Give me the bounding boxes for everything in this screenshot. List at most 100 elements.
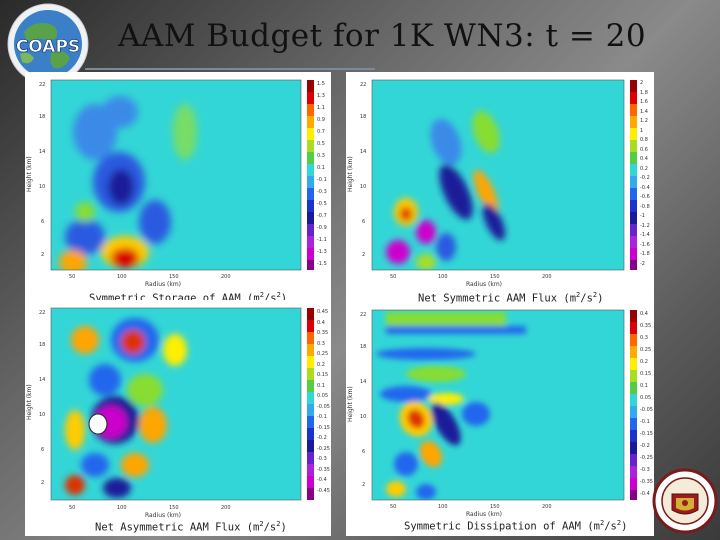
y-tick: 14 (360, 149, 366, 155)
panel-caption-symmetric-dissipation: Symmetric Dissipation of AAM (m2/s2) (404, 519, 628, 533)
colorbar-tick: 1 (640, 128, 643, 134)
x-tick: 100 (117, 274, 127, 280)
colorbar-tick: -0.1 (317, 414, 327, 420)
panel-symmetric-dissipation: 0.4 0.35 0.3 0.25 0.2 0.15 0.1 0.05 -0.0… (346, 304, 654, 536)
panel-caption-net-asymmetric-flux: Net Asymmetric AAM Flux (m2/s2) (95, 520, 287, 534)
y-tick: 14 (39, 377, 45, 383)
x-axis-label: Radius (km) (466, 281, 502, 288)
x-tick: 100 (438, 504, 448, 510)
panel-net-asymmetric-flux: 0.45 0.4 0.35 0.3 0.25 0.2 0.15 0.1 0.05… (25, 300, 331, 536)
y-tick: 6 (41, 219, 44, 225)
colorbar-tick: -0.1 (317, 177, 327, 183)
colorbar-tick: 0.25 (640, 347, 651, 353)
y-axis-symmetric-storage: 22 18 14 10 6 2 Height (km) (26, 82, 45, 258)
colorbar-tick: 0.9 (317, 117, 325, 123)
contour-plot-net-asymmetric-flux: 0.45 0.4 0.35 0.3 0.25 0.2 0.15 0.1 0.05… (26, 307, 330, 519)
colorbar-tick: 1.2 (640, 118, 648, 124)
colorbar-tick: 0.8 (640, 137, 648, 143)
colorbar-tick: 1.5 (317, 81, 325, 87)
x-tick: 50 (69, 274, 75, 280)
y-tick: 10 (39, 412, 45, 418)
y-tick: 2 (362, 482, 365, 488)
y-tick: 10 (39, 184, 45, 190)
y-axis-symmetric-dissipation: 22 18 14 10 6 2 Height (km) (347, 312, 366, 488)
colorbar-tick: -1.6 (640, 242, 650, 248)
university-seal-logo (652, 466, 718, 536)
x-tick: 200 (542, 504, 552, 510)
y-tick: 14 (360, 379, 366, 385)
y-tick: 2 (41, 480, 44, 486)
colorbar-tick: 0.5 (317, 141, 325, 147)
colorbar-tick: -0.4 (640, 185, 650, 191)
y-axis-net-symmetric-flux: 22 18 14 10 6 2 Height (km) (347, 82, 366, 258)
x-tick: 100 (117, 505, 127, 511)
colorbar-tick: -0.7 (317, 213, 327, 219)
colorbar-tick: 0.45 (317, 309, 328, 315)
colorbar-tick: 0.4 (640, 156, 648, 162)
colorbar-tick: 0.3 (640, 335, 648, 341)
x-axis-symmetric-storage: 50 100 150 200 Radius (km) (69, 274, 231, 288)
contour-plot-net-symmetric-flux: 2 1.8 1.6 1.4 1.2 1 0.8 0.6 0.4 0.2 -0.2… (347, 79, 650, 288)
colorbar-tick: 0.3 (317, 341, 325, 347)
colorbar-tick: 0.15 (317, 372, 328, 378)
colorbar-tick: -0.4 (317, 477, 327, 483)
y-tick: 22 (39, 82, 45, 88)
y-tick: 6 (362, 219, 365, 225)
y-axis-net-asymmetric-flux: 22 18 14 10 6 2 Height (km) (26, 310, 45, 486)
colorbar-tick: -0.05 (640, 407, 653, 413)
y-tick: 10 (360, 184, 366, 190)
colorbar-tick: -0.15 (317, 425, 330, 431)
x-tick: 150 (490, 504, 500, 510)
colorbar-tick: 0.25 (317, 351, 328, 357)
contour-plot-symmetric-storage: 1.5 1.3 1.1 0.9 0.7 0.5 0.3 0.1 -0.1 -0.… (26, 79, 327, 288)
colorbar-tick: -0.35 (317, 467, 330, 473)
colorbar-tick: -0.2 (317, 435, 327, 441)
x-axis-label: Radius (km) (466, 511, 502, 518)
colorbar-tick: -0.05 (317, 404, 330, 410)
panel-caption-symmetric-storage: Symmetric Storage of AAM (m2/s2) (89, 291, 288, 304)
x-axis-label: Radius (km) (145, 512, 181, 519)
x-tick: 150 (169, 505, 179, 511)
colorbar-tick: 0.15 (640, 371, 651, 377)
colorbar-tick: 1.6 (640, 99, 648, 105)
y-tick: 2 (362, 252, 365, 258)
y-tick: 22 (39, 310, 45, 316)
coaps-logo: COAPS (4, 2, 92, 86)
y-tick: 18 (39, 342, 45, 348)
colorbar-tick: 0.2 (640, 166, 648, 172)
colorbar-labels-net-asymmetric-flux: 0.45 0.4 0.35 0.3 0.25 0.2 0.15 0.1 0.05… (317, 309, 330, 494)
coaps-logo-text: COAPS (16, 37, 80, 57)
x-axis-label: Radius (km) (145, 281, 181, 288)
x-axis-net-asymmetric-flux: 50 100 150 200 Radius (km) (69, 505, 231, 519)
y-axis-label: Height (km) (347, 156, 354, 192)
x-tick: 50 (390, 504, 396, 510)
colorbar-symmetric-storage (307, 80, 314, 270)
colorbar-tick: -1.8 (640, 251, 650, 257)
colorbar-tick: 1.8 (640, 90, 648, 96)
y-tick: 18 (39, 114, 45, 120)
x-tick: 200 (221, 274, 231, 280)
x-tick: 150 (169, 274, 179, 280)
x-axis-net-symmetric-flux: 50 100 150 200 Radius (km) (390, 274, 552, 288)
colorbar-tick: 1.4 (640, 109, 648, 115)
colorbar-tick: -0.4 (640, 491, 650, 497)
y-tick: 18 (360, 114, 366, 120)
y-axis-label: Height (km) (347, 386, 354, 422)
panel-caption-net-symmetric-flux: Net Symmetric AAM Flux (m2/s2) (418, 291, 604, 305)
colorbar-tick: -0.1 (640, 419, 650, 425)
y-tick: 6 (362, 449, 365, 455)
colorbar-tick: 0.35 (640, 323, 651, 329)
colorbar-tick: 0.3 (317, 153, 325, 159)
colorbar-tick: -0.25 (317, 446, 330, 452)
slide-title: AAM Budget for 1K WN3: t = 20 (118, 18, 647, 54)
y-tick: 18 (360, 344, 366, 350)
colorbar-tick: -2 (640, 261, 645, 267)
colorbar-tick: -0.3 (317, 456, 327, 462)
colorbar-labels-symmetric-dissipation: 0.4 0.35 0.3 0.25 0.2 0.15 0.1 0.05 -0.0… (640, 311, 653, 497)
y-axis-label: Height (km) (26, 384, 33, 420)
colorbar-tick: 0.05 (640, 395, 651, 401)
colorbar-tick: 0.05 (317, 393, 328, 399)
colorbar-tick: -0.45 (317, 488, 330, 494)
x-tick: 50 (390, 274, 396, 280)
y-tick: 22 (360, 82, 366, 88)
